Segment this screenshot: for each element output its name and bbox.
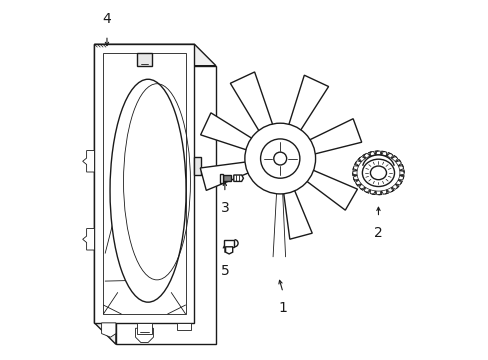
- Polygon shape: [225, 247, 232, 254]
- Polygon shape: [220, 174, 223, 183]
- Polygon shape: [300, 119, 361, 156]
- Polygon shape: [94, 44, 116, 344]
- Polygon shape: [94, 44, 216, 66]
- Polygon shape: [230, 72, 275, 139]
- Polygon shape: [102, 323, 116, 337]
- Text: 2: 2: [373, 226, 382, 240]
- Ellipse shape: [370, 166, 386, 180]
- Polygon shape: [200, 161, 257, 190]
- Polygon shape: [194, 157, 201, 175]
- Polygon shape: [94, 44, 194, 323]
- Polygon shape: [137, 323, 151, 334]
- Polygon shape: [223, 175, 230, 181]
- Ellipse shape: [362, 159, 394, 186]
- Text: 5: 5: [220, 264, 229, 278]
- Polygon shape: [224, 240, 234, 247]
- Polygon shape: [176, 323, 190, 330]
- Polygon shape: [298, 166, 357, 210]
- Polygon shape: [137, 53, 151, 66]
- Text: 1: 1: [278, 301, 287, 315]
- Text: 3: 3: [220, 202, 229, 215]
- Ellipse shape: [244, 123, 315, 194]
- Polygon shape: [82, 229, 94, 250]
- Polygon shape: [282, 181, 312, 239]
- Polygon shape: [135, 328, 153, 342]
- Polygon shape: [200, 113, 260, 153]
- Polygon shape: [233, 175, 243, 181]
- Polygon shape: [356, 155, 399, 191]
- Polygon shape: [352, 151, 403, 195]
- Polygon shape: [82, 150, 94, 172]
- Text: 4: 4: [102, 12, 111, 26]
- Polygon shape: [116, 66, 216, 344]
- Ellipse shape: [260, 139, 299, 178]
- Polygon shape: [285, 75, 328, 139]
- Ellipse shape: [273, 152, 286, 165]
- Ellipse shape: [110, 79, 185, 302]
